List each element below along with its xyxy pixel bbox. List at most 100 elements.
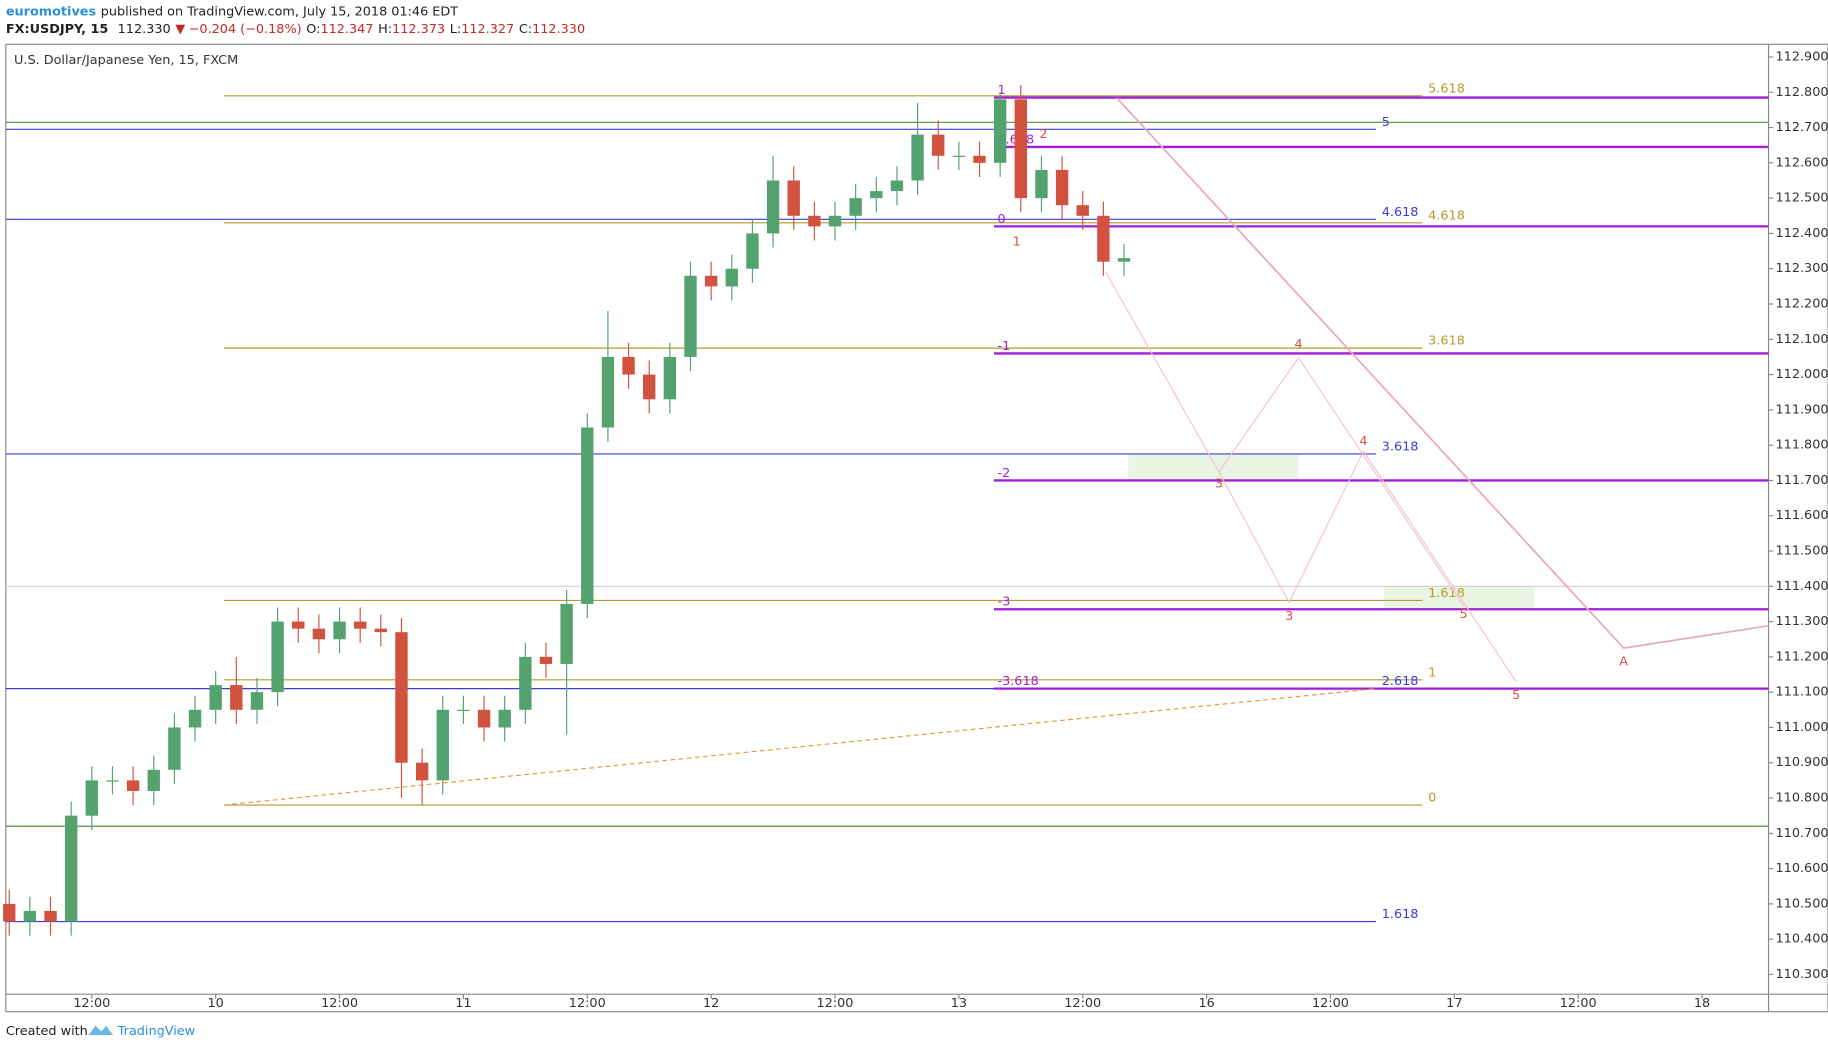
y-tick-label: 110.800: [1776, 791, 1828, 806]
x-tick-label: 11: [455, 996, 471, 1011]
wave-label: 5: [1512, 688, 1520, 703]
wave-label: 3: [1285, 609, 1293, 624]
x-tick-label: 12:00: [1312, 996, 1349, 1011]
wave-label: 2: [1039, 127, 1047, 142]
y-tick-label: 111.400: [1776, 579, 1828, 594]
y-tick-label: 110.600: [1776, 861, 1828, 876]
candle-body: [44, 910, 57, 922]
y-tick-label: 112.100: [1776, 332, 1828, 347]
candle-body: [498, 709, 511, 728]
plot-area: 5.6184.6183.6181.6181054.6183.6182.6181.…: [3, 81, 1769, 936]
y-tick-label: 110.500: [1776, 896, 1828, 911]
candle-body: [890, 180, 904, 192]
x-tick-label: 17: [1446, 996, 1462, 1011]
fib-label: -2: [997, 466, 1010, 481]
candle-body: [870, 191, 883, 199]
candle-body: [684, 275, 697, 357]
projection-path: [1116, 97, 1769, 649]
candle-body: [766, 180, 780, 234]
x-tick-label: 10: [208, 996, 224, 1011]
candle-body: [849, 198, 862, 216]
candle-body: [271, 621, 284, 693]
x-tick-label: 12:00: [321, 996, 358, 1011]
y-tick-label: 110.900: [1776, 755, 1828, 770]
candle-body: [952, 155, 966, 157]
y-tick-label: 111.500: [1776, 544, 1828, 559]
candle-body: [23, 910, 37, 922]
fib-label: 1: [997, 83, 1005, 98]
candle-body: [1117, 258, 1131, 262]
target-zone: [1384, 586, 1534, 610]
candle-body: [622, 356, 635, 375]
ohlc: O:112.347 H:112.373 L:112.327 C:112.330: [306, 22, 585, 37]
target-zone: [1128, 453, 1299, 481]
candle-body: [828, 215, 842, 227]
x-tick-label: 12:00: [569, 996, 606, 1011]
fib-label: -1: [997, 339, 1010, 354]
candle-body: [663, 356, 677, 400]
candle-body: [477, 709, 491, 728]
x-tick-label: 12:00: [1560, 996, 1597, 1011]
candle-body: [1014, 99, 1027, 199]
ohlc-value: 112.373: [392, 22, 445, 37]
candle-body: [250, 692, 264, 710]
fib-label: -3: [997, 595, 1010, 610]
brand-logo: [88, 1025, 114, 1036]
y-tick-label: 112.500: [1776, 191, 1828, 206]
y-tick-label: 110.700: [1776, 826, 1828, 841]
candle-body: [725, 268, 738, 287]
candle-body: [601, 356, 615, 428]
y-tick-label: 112.300: [1776, 261, 1828, 276]
candle-body: [292, 621, 305, 629]
candle-body: [374, 628, 388, 633]
fib-label: 5.618: [1428, 81, 1465, 96]
y-tick-label: 112.600: [1776, 155, 1828, 170]
x-tick-label: 18: [1694, 996, 1710, 1011]
footer-brand[interactable]: TradingView: [117, 1024, 195, 1039]
candle-body: [436, 709, 449, 781]
candle-body: [1055, 169, 1069, 206]
x-tick-label: 12:00: [817, 996, 854, 1011]
fib-label: 0: [1428, 791, 1436, 806]
projection-path: [1218, 449, 1517, 683]
y-tick-label: 112.000: [1776, 367, 1828, 382]
x-tick-label: 12:00: [1064, 996, 1101, 1011]
candle-body: [932, 134, 945, 156]
candle-body: [911, 134, 924, 181]
candle-body: [415, 762, 429, 781]
candle-body: [808, 215, 821, 227]
wave-label: 4: [1359, 434, 1367, 449]
candle-body: [704, 275, 718, 287]
ohlc-key: O:: [306, 22, 320, 37]
ohlc-key: C:: [519, 22, 532, 37]
candle-body: [333, 621, 346, 640]
candle-body: [106, 780, 119, 782]
wave-label: 1: [1013, 235, 1021, 250]
author[interactable]: euromotives: [6, 4, 97, 19]
fib-label: 4.618: [1428, 208, 1465, 223]
header-line-2: FX:USDJPY, 15 112.330 ▼ −0.204 (−0.18%) O:11…: [6, 22, 585, 37]
ohlc-key: H:: [378, 22, 392, 37]
candle-body: [787, 180, 800, 216]
candle-body: [395, 632, 408, 763]
y-tick-label: 111.000: [1776, 720, 1828, 735]
candle-body: [1097, 215, 1110, 262]
fib-label: 2.618: [1382, 674, 1419, 689]
candle-body: [993, 99, 1007, 163]
fib-label: 3.618: [1382, 439, 1419, 454]
fib-label: 1: [1428, 665, 1436, 680]
y-tick-label: 112.700: [1776, 120, 1828, 135]
wave-label: 3: [1215, 476, 1223, 491]
projection-path: [223, 688, 1376, 806]
y-tick-label: 110.300: [1776, 967, 1828, 982]
ohlc-value: 112.327: [461, 22, 514, 37]
published: published on TradingView.com, July 15, 2…: [101, 4, 458, 19]
y-tick-label: 112.400: [1776, 226, 1828, 241]
fib-label: 4.618: [1382, 205, 1419, 220]
fib-label: 1.618: [1382, 907, 1419, 922]
chart-title: U.S. Dollar/Japanese Yen, 15, FXCM: [14, 53, 238, 68]
y-tick-label: 111.900: [1776, 402, 1828, 417]
candle-body: [457, 709, 470, 711]
